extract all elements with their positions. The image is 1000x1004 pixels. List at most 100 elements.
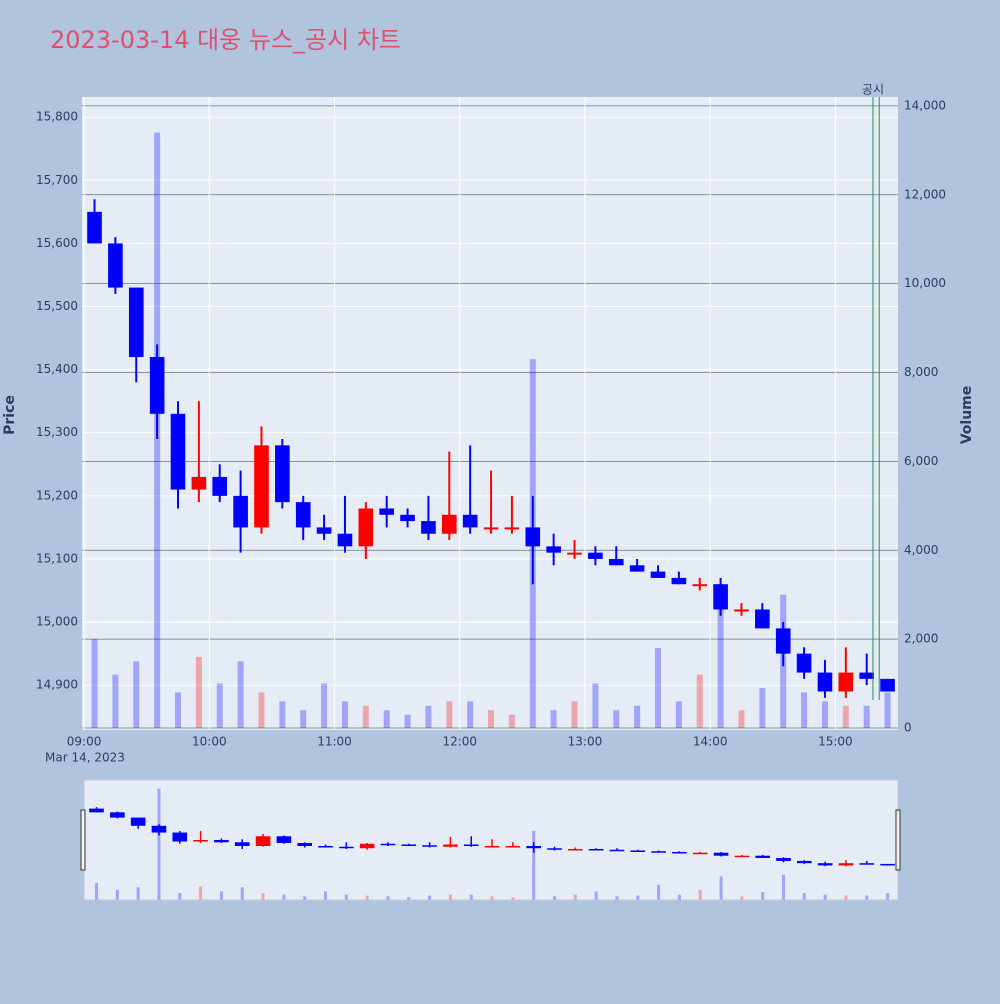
slider-volume-bar <box>761 892 765 900</box>
slider-candle-body <box>484 845 500 848</box>
candle-body <box>421 521 436 534</box>
volume-bar <box>738 710 745 729</box>
slider-candle-body <box>880 863 895 866</box>
volume-bar <box>446 701 453 729</box>
y-tick-label: 15,000 <box>36 615 78 629</box>
slider-candle-body <box>151 825 167 833</box>
slider-candle-body <box>672 851 687 854</box>
volume-bar <box>258 692 265 729</box>
candle-body <box>87 211 102 244</box>
slider-volume-bar <box>719 876 723 900</box>
y2-axis-label: Volume <box>959 386 975 445</box>
slider-volume-bar <box>490 896 494 900</box>
candle-body <box>128 287 144 358</box>
candle-body <box>233 495 248 528</box>
slider-candle-body <box>568 848 583 851</box>
slider-candle-body <box>422 845 437 847</box>
candle-body <box>755 609 770 629</box>
volume-bar <box>863 705 870 729</box>
candle-body <box>295 502 311 528</box>
candle-body <box>859 672 874 679</box>
slider-volume-bar <box>698 889 702 900</box>
slider-candle-body <box>234 842 250 846</box>
candle-body <box>358 508 374 547</box>
volume-bar <box>508 714 515 729</box>
candle-body <box>254 445 269 528</box>
volume-bar <box>112 674 119 729</box>
slider-candle-body <box>588 848 604 851</box>
candle-body <box>379 508 394 515</box>
slider-candle-body <box>547 848 562 850</box>
slider-handle-right[interactable] <box>895 809 901 871</box>
slider-candle-body <box>630 850 646 852</box>
slider-volume-bar <box>324 891 328 900</box>
slider-volume-bar <box>615 896 619 900</box>
y2-tick-label: 12,000 <box>904 187 946 201</box>
slider-candle-body <box>339 846 354 849</box>
y2-tick-label: 4,000 <box>904 543 938 557</box>
candle-body <box>880 678 895 692</box>
volume-bar <box>655 648 661 729</box>
y-axis-label: Price <box>2 395 18 435</box>
slider-candle-body <box>505 845 521 848</box>
volume-bar <box>675 701 682 729</box>
volume-bar <box>341 701 348 729</box>
y-tick-label: 14,900 <box>36 678 78 692</box>
slider-candle-body <box>797 860 812 864</box>
volume-bar <box>634 705 641 729</box>
slider-volume-bar <box>553 896 557 900</box>
volume-bar <box>467 701 474 729</box>
slider-candle-body <box>255 836 271 846</box>
candle-body <box>608 558 624 566</box>
x-tick-label: 15:00 <box>818 735 853 749</box>
y-tick-label: 15,200 <box>36 488 78 502</box>
volume-bar <box>300 710 307 729</box>
candle-body <box>838 672 854 692</box>
candle-body <box>337 533 353 547</box>
candle-body <box>149 357 165 414</box>
volume-bar <box>884 692 891 729</box>
slider-candle-body <box>172 832 188 842</box>
range-slider[interactable] <box>83 779 899 901</box>
candle-body <box>108 243 123 288</box>
plot-area <box>82 97 898 730</box>
annotation-label: 공시 <box>862 83 884 97</box>
y-tick-label: 15,600 <box>36 236 78 250</box>
volume-bar <box>425 705 432 729</box>
x-tick-label: 09:00 <box>67 735 102 749</box>
candle-body <box>650 571 666 578</box>
candle-body <box>275 445 290 503</box>
volume-bar <box>717 603 724 729</box>
y-tick-label: 15,700 <box>36 173 78 187</box>
candle-body <box>629 565 645 572</box>
slider-volume-bar <box>95 883 99 900</box>
date-label: Mar 14, 2023 <box>45 751 125 765</box>
slider-volume-bar <box>448 894 452 900</box>
slider-candle-body <box>463 844 479 847</box>
candle-body <box>191 476 207 490</box>
slider-candle-body <box>401 844 417 847</box>
slider-volume-bar <box>136 887 140 900</box>
volume-bar <box>571 701 578 729</box>
slider-volume-bar <box>303 896 307 900</box>
slider-volume-bar <box>219 891 223 900</box>
y2-tick-label: 14,000 <box>904 98 946 112</box>
slider-handle-left[interactable] <box>80 809 86 871</box>
slider-volume-bar <box>511 897 515 900</box>
slider-volume-bar <box>636 895 640 900</box>
slider-volume-bar <box>428 895 432 900</box>
volume-bar <box>801 692 808 729</box>
slider-volume-bar <box>282 894 286 900</box>
slider-volume-bar <box>802 893 806 900</box>
volume-bar <box>696 674 703 729</box>
y2-tick-label: 10,000 <box>904 276 946 290</box>
slider-candle-body <box>776 857 791 861</box>
candle-body <box>212 476 228 496</box>
slider-volume-bar <box>573 894 577 900</box>
slider-candle-body <box>817 863 833 866</box>
slider-volume-bar <box>344 894 348 900</box>
x-tick-label: 13:00 <box>568 735 603 749</box>
slider-volume-bar <box>261 893 265 900</box>
slider-candle-body <box>380 843 396 846</box>
